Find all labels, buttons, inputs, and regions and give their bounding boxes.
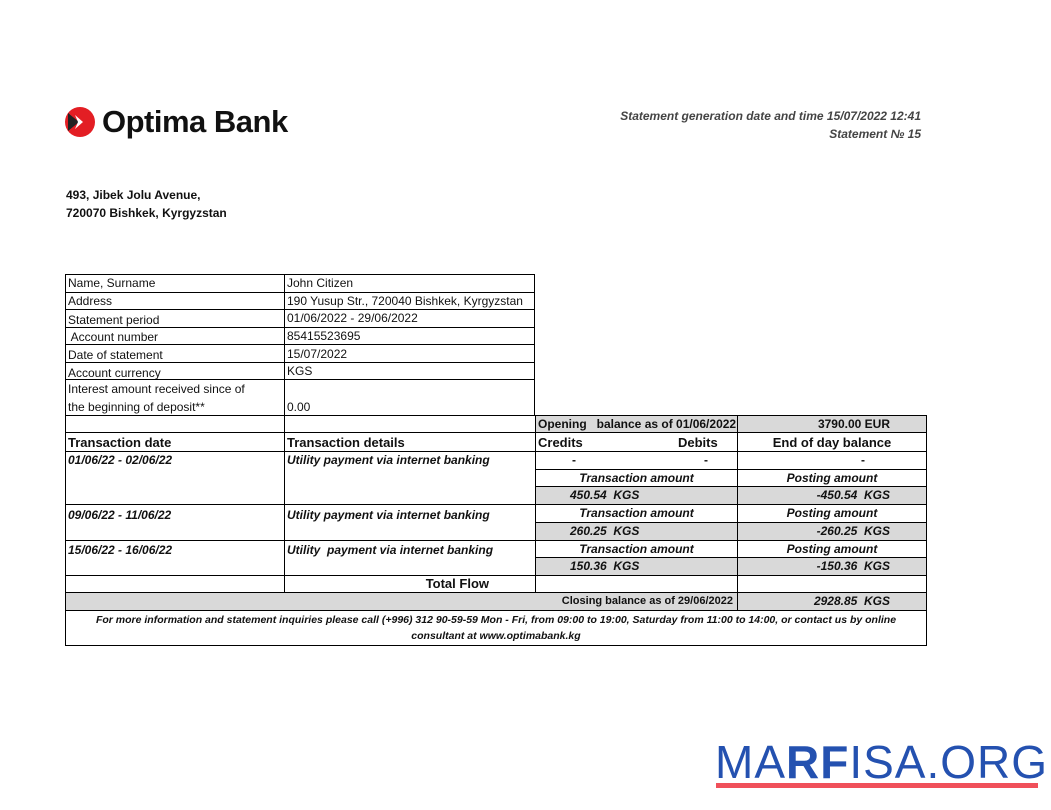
col-transaction-details: Transaction details <box>284 432 536 452</box>
posting-amount-label: Posting amount <box>737 469 927 487</box>
credit-dash: - <box>572 453 576 467</box>
footer-note: For more information and statement inqui… <box>65 610 927 646</box>
empty-cell <box>65 575 285 593</box>
info-value: 01/06/2022 - 29/06/2022 <box>284 309 535 328</box>
closing-balance-label: Closing balance as of 29/06/2022 <box>65 592 738 611</box>
info-value: 190 Yusup Str., 720040 Bishkek, Kyrgyzst… <box>284 292 535 310</box>
bank-logo: Optima Bank <box>64 104 288 140</box>
tx-date: 09/06/22 - 11/06/22 <box>65 504 285 541</box>
tx-date: 15/06/22 - 16/06/22 <box>65 540 285 576</box>
opening-balance-label: Opening balance as of 01/06/2022 <box>535 415 738 433</box>
col-end-of-day-balance: End of day balance <box>737 432 927 452</box>
info-value: 15/07/2022 <box>284 344 535 363</box>
tx-amount: 150.36 KGS <box>535 557 738 576</box>
col-credits: Credits <box>538 435 583 450</box>
wm-part: ISA.ORG <box>849 736 1049 788</box>
tx-details: Utility payment via internet banking <box>284 540 536 576</box>
tx-amount-label: Transaction amount <box>535 469 738 487</box>
info-label: Interest amount received since of the be… <box>65 379 285 416</box>
info-label: Address <box>65 292 285 310</box>
debit-dash: - <box>704 453 708 467</box>
info-value: KGS <box>284 362 535 380</box>
info-value: John Citizen <box>284 274 535 293</box>
empty-cell <box>284 415 536 433</box>
statement-meta: Statement generation date and time 15/07… <box>620 107 921 143</box>
col-transaction-date: Transaction date <box>65 432 285 452</box>
info-label: Statement period <box>65 309 285 328</box>
tx-amount: 450.54 KGS <box>535 486 738 505</box>
wm-part: RF <box>786 736 850 788</box>
bank-name: Optima Bank <box>102 104 288 139</box>
tx-amount-label: Transaction amount <box>535 504 738 523</box>
label-line: Interest amount received since of <box>68 382 245 396</box>
bank-address: 493, Jibek Jolu Avenue, 720070 Bishkek, … <box>66 186 227 222</box>
posting-amount: -260.25 KGS <box>737 522 927 541</box>
total-flow-balance <box>737 575 927 593</box>
empty-cell <box>65 415 285 433</box>
tx-amount-label: Transaction amount <box>535 540 738 558</box>
opening-balance-value: 3790.00 EUR <box>737 415 927 433</box>
total-flow-label: Total Flow <box>284 575 536 593</box>
info-label: Name, Surname <box>65 274 285 293</box>
address-line: 493, Jibek Jolu Avenue, <box>66 188 201 202</box>
balance-dash: - <box>861 453 865 467</box>
posting-amount-label: Posting amount <box>737 540 927 558</box>
tx-date: 01/06/22 - 02/06/22 <box>65 451 285 505</box>
tx-credit-debit: - - <box>535 451 738 470</box>
info-label: Date of statement <box>65 344 285 363</box>
statement-number: Statement № 15 <box>829 127 921 141</box>
tx-balance: - <box>737 451 927 470</box>
wm-part: MA <box>715 736 786 788</box>
marfisa-watermark: MARFISA.ORG <box>715 735 1048 789</box>
col-debits: Debits <box>678 435 718 450</box>
optima-logo-icon <box>65 107 95 137</box>
watermark-underline <box>716 783 1038 788</box>
posting-amount: -150.36 KGS <box>737 557 927 576</box>
tx-details: Utility payment via internet banking <box>284 451 536 505</box>
address-line: 720070 Bishkek, Kyrgyzstan <box>66 206 227 220</box>
tx-amount: 260.25 KGS <box>535 522 738 541</box>
generation-datetime: Statement generation date and time 15/07… <box>620 109 921 123</box>
tx-details: Utility payment via internet banking <box>284 504 536 541</box>
closing-balance-value: 2928.85 KGS <box>737 592 927 611</box>
info-value: 85415523695 <box>284 327 535 345</box>
label-line: the beginning of deposit** <box>68 400 205 414</box>
col-credits-debits: Credits Debits <box>535 432 738 452</box>
total-flow-credits <box>535 575 738 593</box>
posting-amount-label: Posting amount <box>737 504 927 523</box>
footer-line: consultant at www.optimabank.kg <box>411 630 581 642</box>
info-label: Account number <box>65 327 285 345</box>
footer-line: For more information and statement inqui… <box>95 614 897 626</box>
info-label: Account currency <box>65 362 285 380</box>
info-value: 0.00 <box>284 379 535 416</box>
posting-amount: -450.54 KGS <box>737 486 927 505</box>
